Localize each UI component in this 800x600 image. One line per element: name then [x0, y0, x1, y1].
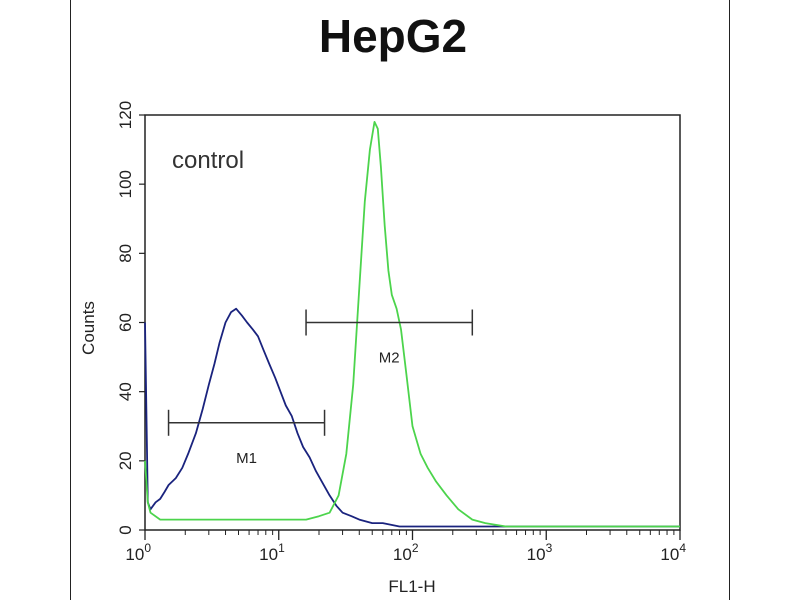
series-line-2 — [144, 121, 680, 528]
y-tick-label-80: 80 — [116, 244, 135, 263]
x-tick-label-1: 100 — [125, 541, 151, 564]
marker-m2-label: M2 — [379, 350, 400, 367]
x-axis: 100 101 102 103 104 — [125, 530, 686, 564]
x-tick-label-10000: 104 — [660, 541, 686, 564]
figure-frame — [70, 0, 730, 600]
y-tick-label-100: 100 — [116, 170, 135, 198]
y-axis: 0 20 40 60 80 100 120 — [116, 101, 145, 535]
x-tick-label-10: 101 — [259, 541, 285, 564]
marker-layer: M1 M2 — [167, 309, 474, 467]
y-tick-label-60: 60 — [116, 313, 135, 332]
x-axis-label: FL1-H — [388, 577, 435, 596]
series-layer — [144, 121, 680, 528]
marker-m1-label: M1 — [236, 450, 257, 467]
x-tick-label-1000: 103 — [527, 541, 553, 564]
control-annotation: control — [172, 147, 244, 174]
y-tick-label-120: 120 — [116, 101, 135, 129]
chart-title: HepG2 — [319, 10, 467, 62]
x-tick-label-100: 102 — [393, 541, 419, 564]
series-line-1 — [144, 307, 680, 528]
y-tick-label-20: 20 — [116, 451, 135, 470]
y-tick-label-0: 0 — [116, 525, 135, 534]
y-axis-label: Counts — [79, 301, 98, 355]
y-tick-label-40: 40 — [116, 382, 135, 401]
